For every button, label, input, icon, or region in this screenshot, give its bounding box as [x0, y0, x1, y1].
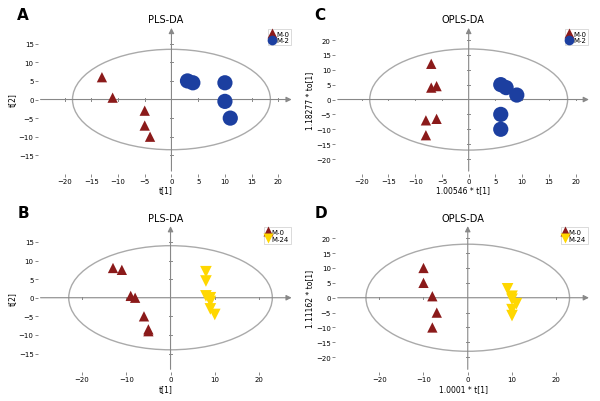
Point [503, 286, 512, 292]
X-axis label: t[1]: t[1] [159, 186, 173, 195]
Legend: M-0, M-24: M-0, M-24 [264, 227, 291, 244]
Point [428, 324, 437, 331]
Point [182, 79, 192, 85]
Title: OPLS-DA: OPLS-DA [442, 15, 485, 25]
Point [143, 326, 153, 333]
Y-axis label: t[2]: t[2] [8, 291, 17, 305]
Legend: M-0, M-2: M-0, M-2 [565, 30, 588, 47]
Point [432, 310, 442, 316]
Point [206, 295, 215, 301]
Point [126, 293, 136, 300]
Point [206, 306, 215, 312]
Point [117, 267, 127, 273]
Point [507, 296, 517, 303]
Point [139, 313, 149, 320]
Point [427, 85, 436, 91]
Title: OPLS-DA: OPLS-DA [442, 213, 485, 223]
Point [421, 118, 431, 124]
Point [507, 307, 517, 313]
Point [432, 84, 442, 90]
Text: C: C [314, 8, 326, 23]
Point [201, 269, 211, 275]
Y-axis label: 1.11162 * to[1]: 1.11162 * to[1] [305, 269, 314, 327]
Text: D: D [314, 206, 327, 221]
Point [421, 133, 431, 139]
Y-axis label: 1.18277 * to[1]: 1.18277 * to[1] [305, 71, 314, 129]
Point [206, 298, 215, 305]
Point [210, 312, 220, 318]
Point [496, 82, 506, 89]
Point [108, 265, 118, 271]
Point [143, 328, 153, 334]
X-axis label: 1.00546 * t[1]: 1.00546 * t[1] [436, 186, 490, 195]
Point [432, 116, 442, 123]
Point [428, 293, 437, 300]
Title: PLS-DA: PLS-DA [148, 213, 184, 223]
Legend: M-0, M-2: M-0, M-2 [268, 30, 291, 47]
Point [130, 295, 140, 301]
Point [512, 93, 521, 99]
Point [201, 293, 211, 300]
Point [502, 85, 511, 91]
Title: PLS-DA: PLS-DA [148, 15, 184, 25]
Point [140, 108, 149, 115]
Point [220, 99, 230, 105]
Point [507, 293, 517, 300]
Point [108, 95, 118, 101]
Text: B: B [17, 206, 29, 221]
Point [97, 75, 107, 81]
Point [507, 313, 517, 319]
Point [427, 61, 436, 68]
X-axis label: t[1]: t[1] [159, 384, 173, 393]
X-axis label: 1.0001 * t[1]: 1.0001 * t[1] [439, 384, 488, 393]
Point [140, 123, 149, 130]
Point [496, 112, 506, 118]
Point [201, 278, 211, 285]
Y-axis label: t[2]: t[2] [8, 93, 17, 107]
Point [188, 80, 197, 87]
Point [419, 265, 428, 271]
Point [512, 301, 521, 307]
Point [220, 80, 230, 87]
Point [226, 115, 235, 122]
Point [496, 127, 506, 133]
Point [145, 134, 155, 141]
Legend: M-0, M-24: M-0, M-24 [561, 227, 588, 244]
Point [419, 280, 428, 286]
Text: A: A [17, 8, 29, 23]
